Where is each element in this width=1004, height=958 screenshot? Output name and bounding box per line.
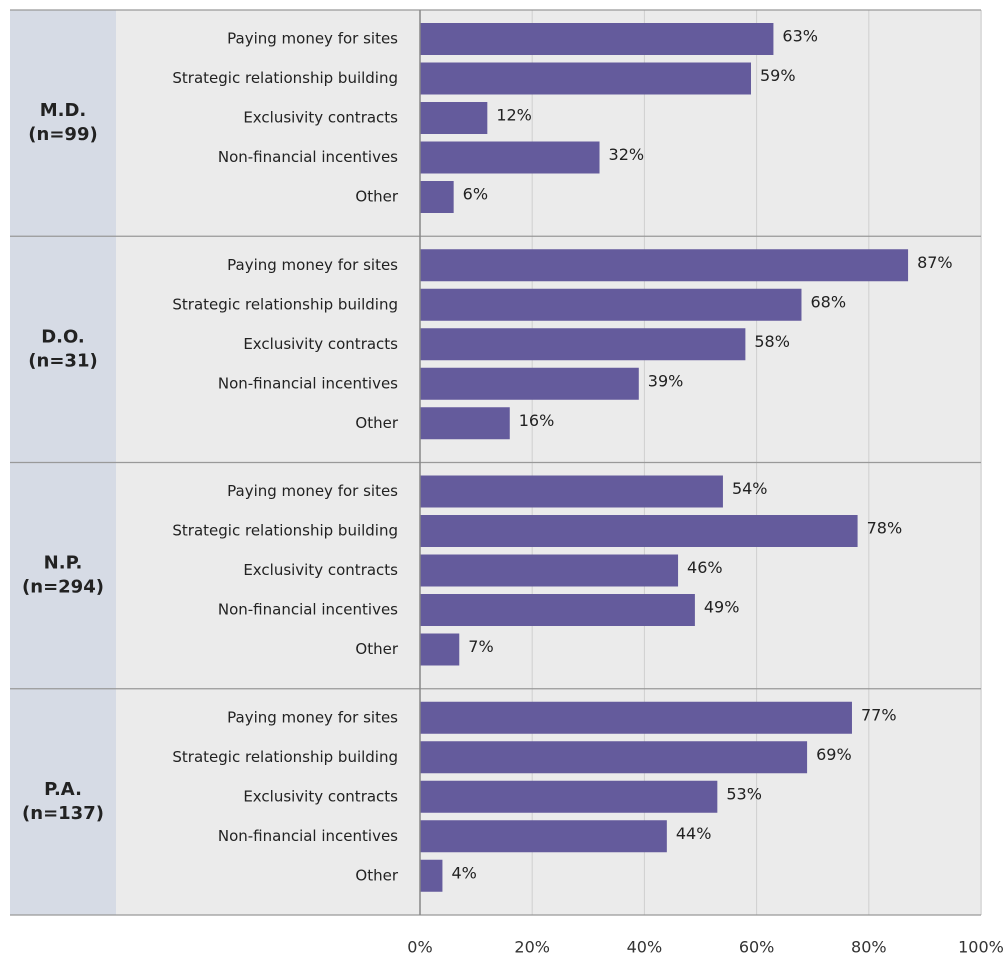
bar (420, 594, 695, 626)
group-label: (n=137) (22, 803, 104, 824)
group-label: P.A. (44, 779, 82, 800)
value-label: 58% (754, 332, 790, 351)
category-label: Other (355, 188, 398, 206)
bar (420, 701, 852, 734)
bar (420, 780, 718, 813)
x-tick-label: 40% (627, 938, 663, 957)
bar (420, 62, 751, 95)
value-label: 59% (760, 66, 796, 85)
category-label: Non-financial incentives (218, 148, 398, 166)
x-tick-label: 100% (958, 938, 1004, 957)
bar (420, 820, 667, 853)
category-label: Other (355, 414, 398, 432)
category-label: Strategic relationship building (172, 69, 398, 87)
bar (420, 23, 774, 55)
x-tick-label: 20% (514, 938, 550, 957)
value-label: 6% (463, 185, 488, 204)
bar (420, 102, 488, 134)
category-label: Exclusivity contracts (243, 787, 398, 805)
category-label: Other (355, 866, 398, 884)
bar (420, 407, 510, 440)
value-label: 53% (726, 784, 762, 803)
value-label: 46% (687, 558, 723, 577)
value-label: 49% (704, 598, 740, 617)
category-label: Other (355, 640, 398, 658)
group-label: (n=31) (28, 350, 97, 371)
category-label: Paying money for sites (227, 256, 398, 274)
category-label: Paying money for sites (227, 708, 398, 726)
bar (420, 633, 460, 666)
value-label: 68% (810, 292, 846, 311)
value-label: 4% (451, 863, 476, 882)
category-label: Strategic relationship building (172, 748, 398, 766)
category-label: Strategic relationship building (172, 295, 398, 313)
bar (420, 741, 808, 774)
category-label: Exclusivity contracts (243, 109, 398, 127)
value-label: 63% (782, 27, 818, 46)
value-label: 39% (648, 371, 684, 390)
value-label: 44% (676, 824, 712, 843)
category-label: Exclusivity contracts (243, 335, 398, 353)
category-label: Paying money for sites (227, 482, 398, 500)
value-label: 78% (867, 519, 903, 538)
value-label: 12% (496, 106, 532, 125)
bar (420, 859, 443, 892)
category-label: Paying money for sites (227, 30, 398, 48)
bar (420, 328, 746, 361)
bar (420, 475, 723, 508)
bar (420, 249, 909, 282)
group-label: M.D. (40, 100, 87, 121)
category-label: Exclusivity contracts (243, 561, 398, 579)
group-label: N.P. (44, 553, 83, 574)
value-label: 54% (732, 479, 768, 498)
value-label: 7% (468, 637, 493, 656)
x-tick-label: 0% (407, 938, 432, 957)
category-label: Non-financial incentives (218, 374, 398, 392)
value-label: 16% (519, 411, 555, 430)
value-label: 32% (609, 145, 645, 164)
value-label: 87% (917, 253, 953, 272)
bar (420, 515, 858, 547)
category-label: Strategic relationship building (172, 522, 398, 540)
x-tick-label: 60% (739, 938, 775, 957)
bar (420, 288, 802, 321)
bar (420, 141, 600, 174)
group-label: (n=294) (22, 577, 104, 598)
value-label: 77% (861, 705, 897, 724)
x-tick-label: 80% (851, 938, 887, 957)
group-label: D.O. (41, 326, 85, 347)
value-label: 69% (816, 745, 852, 764)
category-label: Non-financial incentives (218, 601, 398, 619)
bar (420, 554, 679, 587)
group-label: (n=99) (28, 124, 97, 145)
category-label: Non-financial incentives (218, 827, 398, 845)
bar (420, 181, 454, 213)
bar (420, 367, 639, 400)
